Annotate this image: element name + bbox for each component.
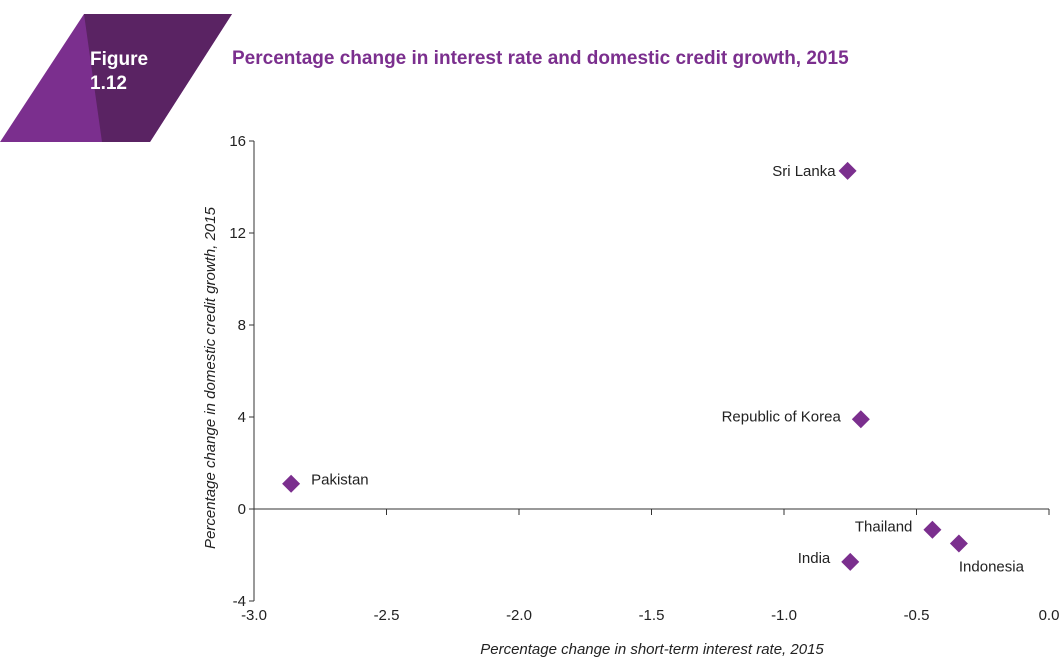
data-point-label: Republic of Korea bbox=[722, 408, 842, 425]
x-tick-label: 0.0 bbox=[1039, 607, 1059, 624]
x-tick-label: -1.5 bbox=[639, 607, 665, 624]
y-tick-label: 16 bbox=[229, 133, 246, 150]
x-tick-label: -1.0 bbox=[771, 607, 797, 624]
data-point-marker bbox=[841, 552, 860, 571]
data-point-label: Thailand bbox=[855, 519, 913, 536]
data-point-label: Indonesia bbox=[959, 559, 1025, 576]
y-tick-label: -4 bbox=[233, 593, 246, 610]
data-point-marker bbox=[282, 474, 301, 493]
axes bbox=[249, 140, 1050, 602]
figure-label-number: 1.12 bbox=[90, 73, 127, 94]
point-labels: Sri Lanka Republic of Korea Pakistan Thaila… bbox=[311, 163, 1025, 576]
x-axis-title: Percentage change in short-term interest… bbox=[480, 641, 824, 658]
chart-title: Percentage change in interest rate and d… bbox=[232, 48, 849, 69]
figure-number: Figure 1.12 bbox=[90, 48, 148, 96]
figure-label-word: Figure bbox=[90, 49, 149, 70]
data-point-label: India bbox=[798, 550, 831, 567]
y-tick-label: 8 bbox=[238, 317, 246, 334]
tick-labels: -4 0 4 8 12 16 -3.0 -2.5 -2.0 -1.5 -1.0 -0.5 0.0 bbox=[229, 133, 1059, 624]
data-points bbox=[282, 161, 968, 571]
x-tick-label: -2.0 bbox=[506, 607, 532, 624]
data-point-marker bbox=[923, 520, 942, 539]
x-tick-label: -3.0 bbox=[241, 607, 267, 624]
badge-dark-shape bbox=[84, 14, 232, 142]
y-tick-label: 0 bbox=[238, 501, 246, 518]
x-tick-label: -2.5 bbox=[374, 607, 400, 624]
y-tick-label: 4 bbox=[238, 409, 246, 426]
data-point-label: Sri Lanka bbox=[772, 163, 836, 180]
x-tick-label: -0.5 bbox=[904, 607, 930, 624]
data-point-marker bbox=[838, 161, 857, 180]
data-point-marker bbox=[851, 410, 870, 429]
y-axis-title: Percentage change in domestic credit gro… bbox=[202, 206, 219, 549]
y-tick-label: 12 bbox=[229, 225, 246, 242]
data-point-marker bbox=[949, 534, 968, 553]
figure-badge bbox=[0, 14, 232, 142]
data-point-label: Pakistan bbox=[311, 472, 369, 489]
